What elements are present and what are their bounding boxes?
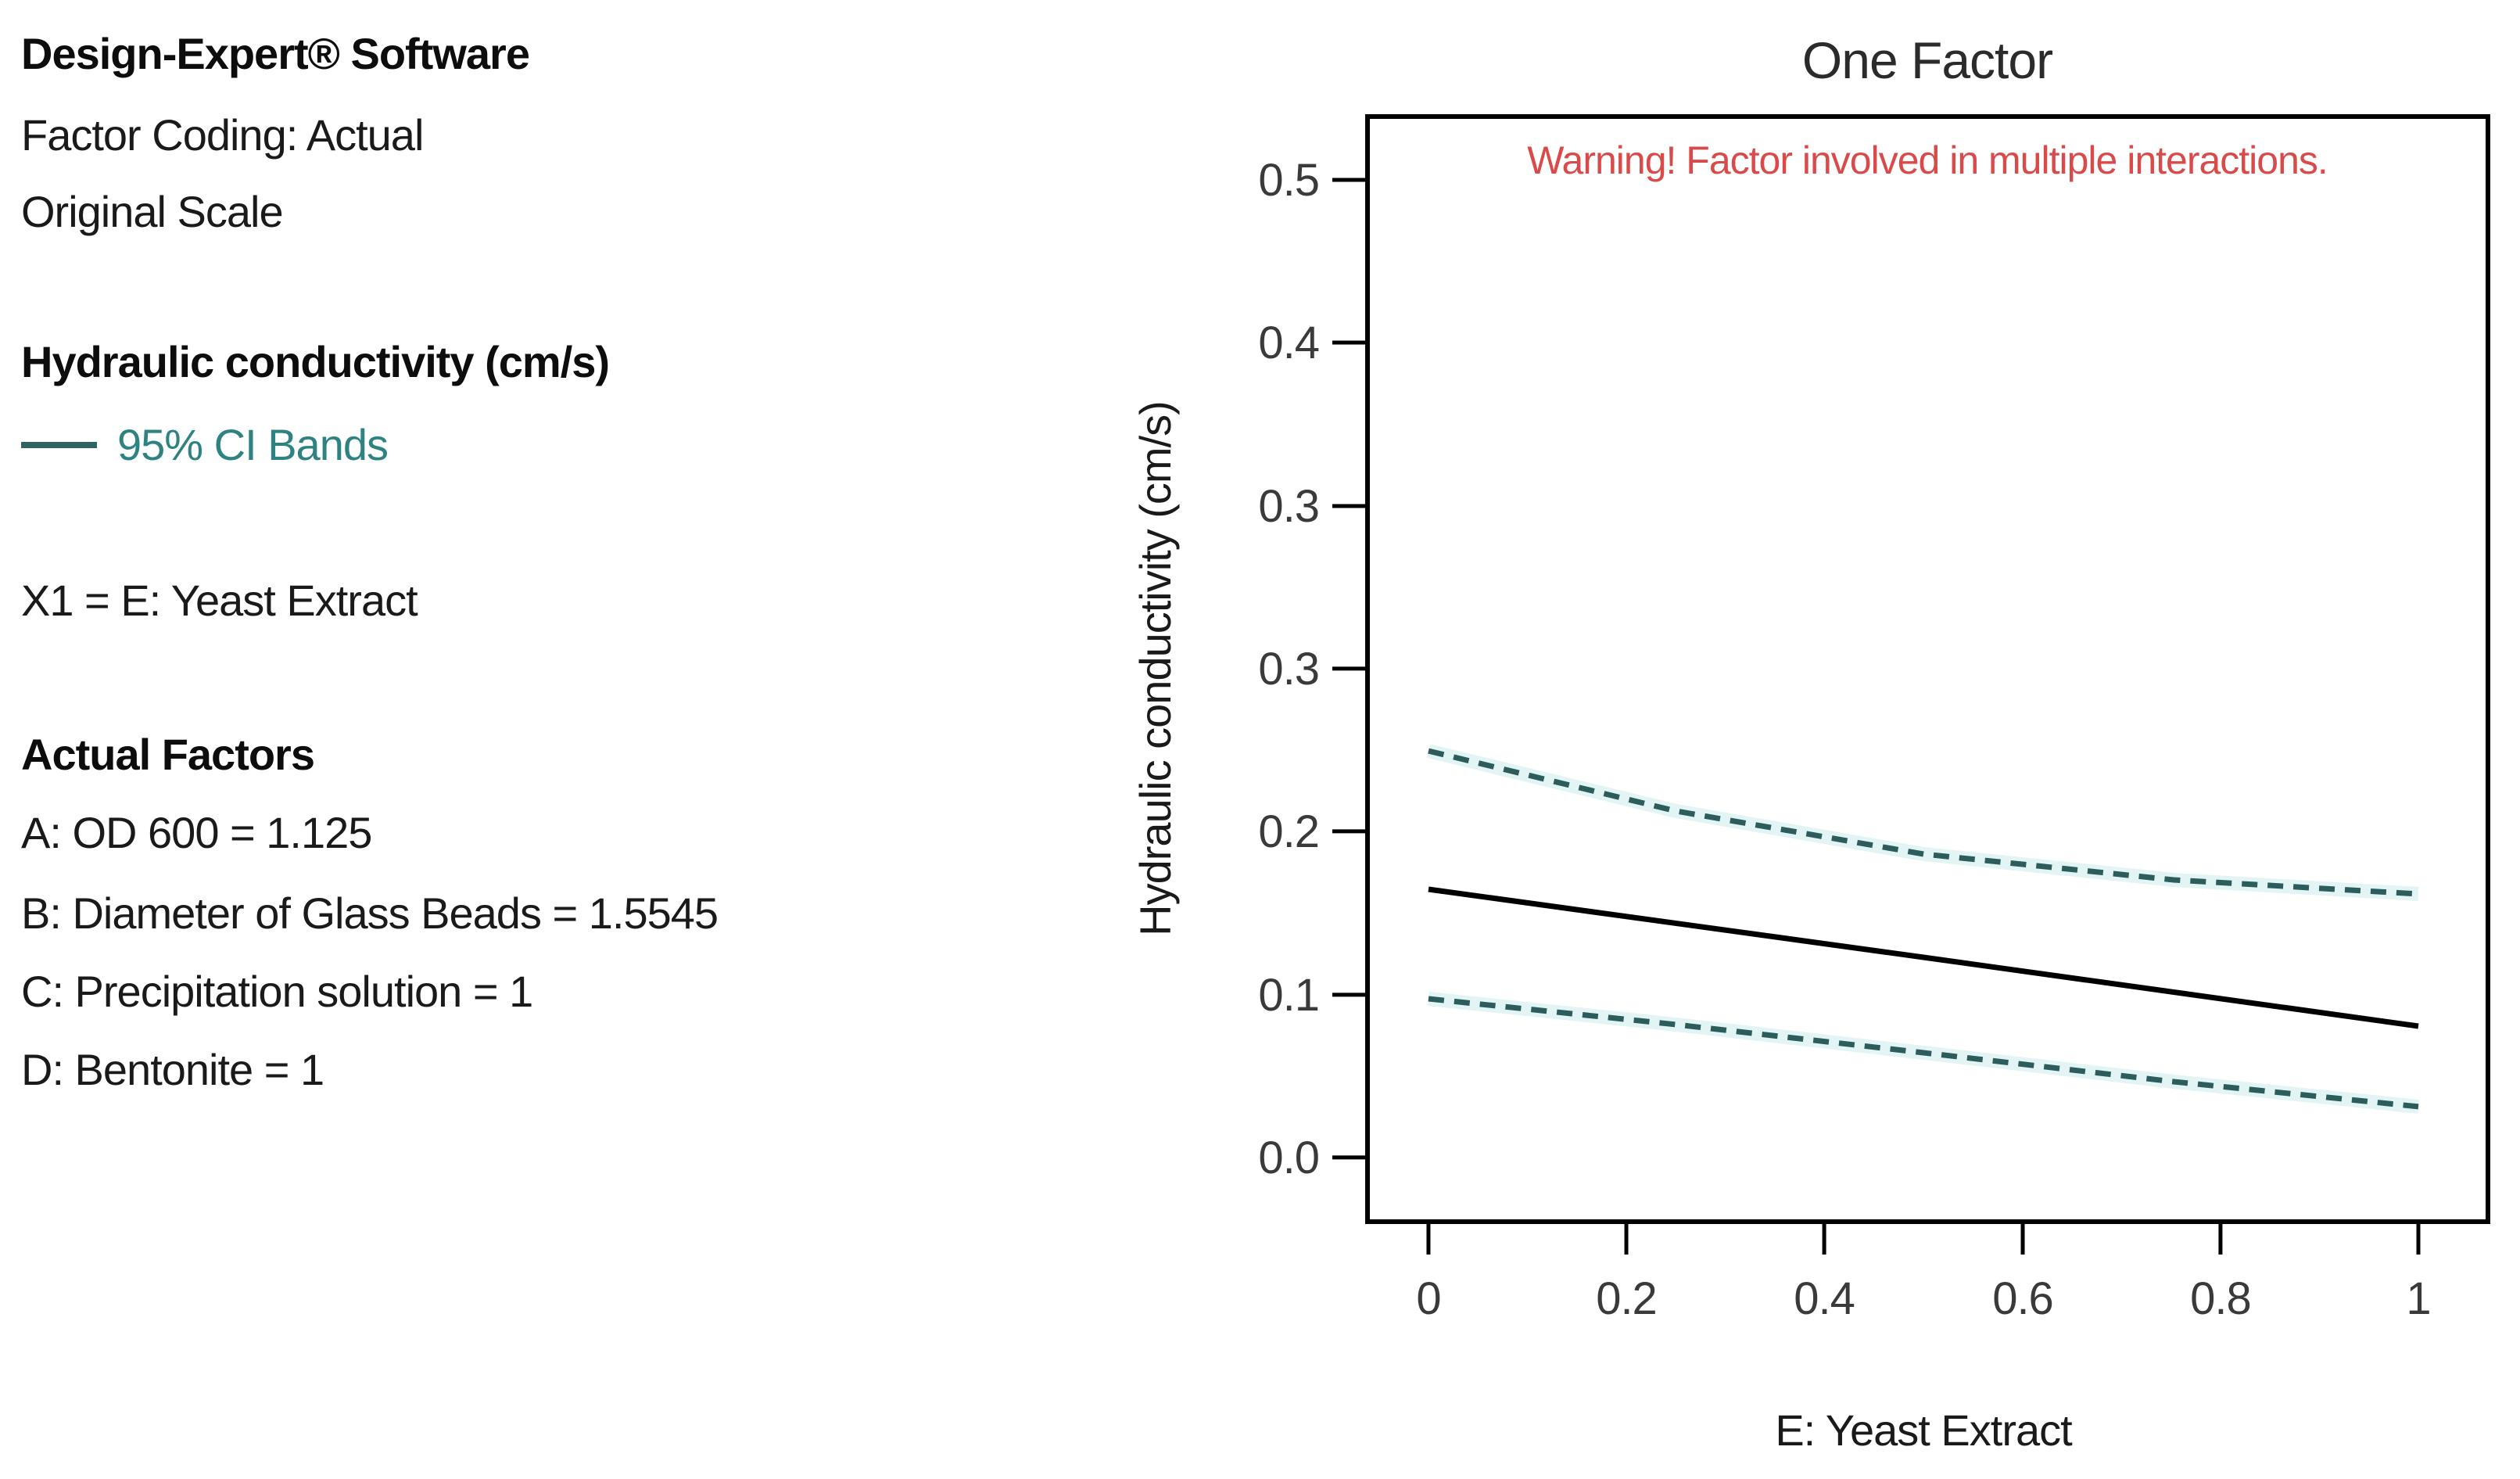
factor-b-value: B: Diameter of Glass Beads = 1.5545	[21, 888, 719, 938]
factor-coding-note: Factor Coding: Actual	[21, 110, 424, 160]
svg-text:0.1: 0.1	[1258, 970, 1319, 1021]
actual-factors-header: Actual Factors	[21, 730, 315, 779]
svg-text:0.4: 0.4	[1794, 1273, 1855, 1324]
svg-text:0.4: 0.4	[1258, 318, 1319, 368]
y-axis-ticks: 0.5 0.4 0.3 0.3 0.2 0.1 0.0	[1258, 155, 1368, 1183]
ci-bands-legend: 95% CI Bands	[21, 419, 389, 470]
factor-d-value: D: Bentonite = 1	[21, 1045, 324, 1094]
svg-text:0.0: 0.0	[1258, 1133, 1319, 1183]
svg-text:1: 1	[2406, 1273, 2430, 1324]
svg-text:0.3: 0.3	[1258, 481, 1319, 532]
svg-text:0: 0	[1416, 1273, 1440, 1324]
svg-text:0.2: 0.2	[1596, 1273, 1657, 1324]
response-title: Hydraulic conductivity (cm/s)	[21, 337, 610, 386]
svg-text:0.3: 0.3	[1258, 644, 1319, 695]
x-axis-title: E: Yeast Extract	[1775, 1405, 2073, 1455]
factor-a-value: A: OD 600 = 1.125	[21, 808, 372, 857]
chart-title: One Factor	[1802, 31, 2052, 89]
ci-bands-legend-label: 95% CI Bands	[117, 420, 389, 469]
factor-c-value: C: Precipitation solution = 1	[21, 967, 533, 1016]
x-axis-ticks: 0 0.2 0.4 0.6 0.8 1	[1416, 1222, 2432, 1324]
ci-band-line-sample	[21, 441, 97, 448]
scale-note: Original Scale	[21, 187, 284, 236]
app-title: Design-Expert® Software	[21, 29, 530, 78]
svg-text:0.2: 0.2	[1258, 806, 1319, 857]
svg-text:0.5: 0.5	[1258, 155, 1319, 206]
series-lines	[1426, 744, 2419, 1114]
svg-text:0.6: 0.6	[1992, 1273, 2053, 1324]
x1-assignment: X1 = E: Yeast Extract	[21, 576, 418, 625]
interaction-warning-text: Warning! Factor involved in multiple int…	[1527, 138, 2328, 182]
y-axis-title: Hydraulic conductivity (cm/s)	[1131, 401, 1180, 936]
svg-text:0.8: 0.8	[2190, 1273, 2251, 1324]
